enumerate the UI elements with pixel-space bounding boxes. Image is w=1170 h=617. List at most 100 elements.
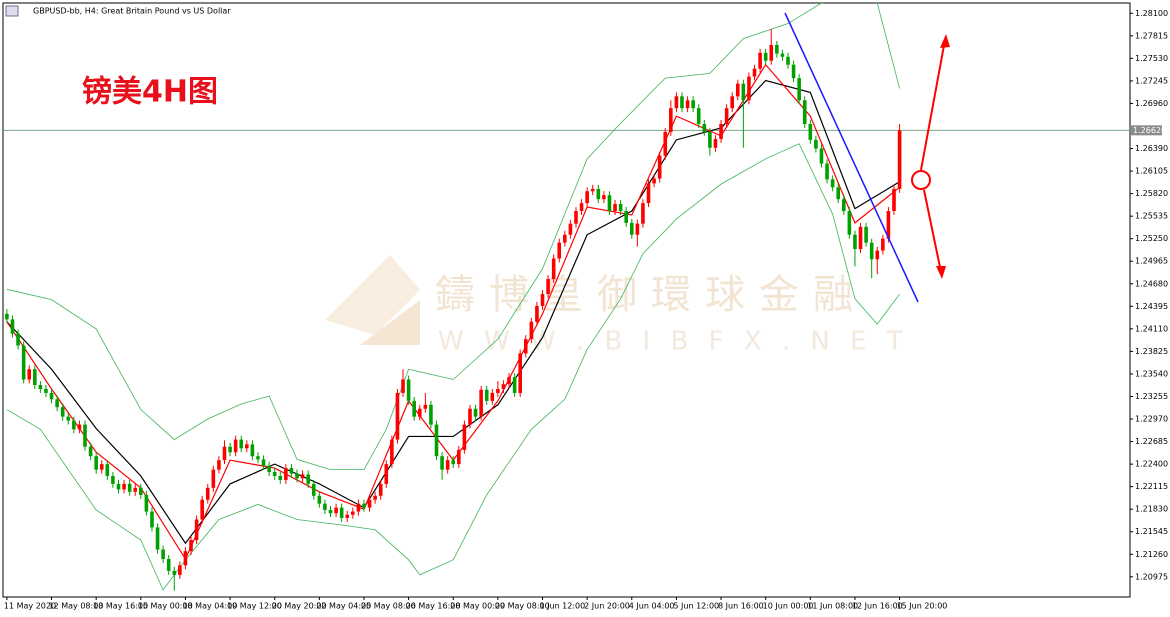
y-tick-label: 1.24395 xyxy=(1135,302,1168,311)
candle-body xyxy=(747,76,751,101)
candle-body xyxy=(641,203,645,224)
candle-body xyxy=(222,446,227,461)
candle-body xyxy=(496,388,500,393)
candle-body xyxy=(278,475,283,480)
x-tick-label: 5 Jun 12:00 xyxy=(673,602,719,611)
candle-body xyxy=(579,203,584,212)
candle-body xyxy=(791,64,796,79)
candle-body xyxy=(116,483,121,490)
candle-body xyxy=(127,483,132,492)
candle-body xyxy=(568,223,573,235)
candle-body xyxy=(211,469,216,488)
candle-body xyxy=(284,468,288,480)
candle-body xyxy=(613,203,617,212)
candle-body xyxy=(5,313,9,320)
x-tick-label: 12 Jun 16:00 xyxy=(852,602,903,611)
candle-body xyxy=(378,483,383,496)
y-tick-label: 1.24965 xyxy=(1135,257,1168,266)
y-tick-label: 1.23540 xyxy=(1135,369,1168,378)
x-tick-label: 15 May 00:00 xyxy=(138,602,193,611)
candle-body xyxy=(808,124,813,140)
candle-body xyxy=(786,56,790,65)
plot-frame xyxy=(2,2,1131,598)
x-tick-label: 4 Jun 04:00 xyxy=(629,602,675,611)
candle-body xyxy=(345,514,350,518)
y-tick-label: 1.27245 xyxy=(1135,76,1168,85)
candle-body xyxy=(250,444,255,457)
candle-body xyxy=(635,223,640,235)
y-tick-label: 1.20975 xyxy=(1135,572,1168,581)
candle-body xyxy=(445,460,450,470)
candle-body xyxy=(401,379,405,393)
candle-body xyxy=(691,100,695,109)
candle-body xyxy=(21,345,26,380)
candle-body xyxy=(150,511,154,528)
candle-body xyxy=(105,464,110,476)
candle-body xyxy=(574,211,578,224)
last-price-box xyxy=(1131,125,1162,136)
candle-body xyxy=(602,195,606,200)
candle-body xyxy=(468,408,472,425)
candle-body xyxy=(886,211,891,239)
candle-body xyxy=(362,503,366,508)
y-tick-label: 1.28100 xyxy=(1135,9,1168,18)
candle-body xyxy=(869,242,874,260)
candle-body xyxy=(323,503,327,510)
candle-body xyxy=(518,353,522,393)
candle-body xyxy=(585,191,589,204)
y-tick-label: 1.24110 xyxy=(1135,324,1168,333)
candle-body xyxy=(780,53,785,57)
y-tick-label: 1.25535 xyxy=(1135,212,1168,221)
candle-body xyxy=(629,222,634,235)
candle-body xyxy=(479,389,483,417)
arrow-down xyxy=(923,189,942,273)
candle-body xyxy=(334,507,338,514)
candle-body xyxy=(339,507,344,518)
candle-body xyxy=(295,473,299,479)
candle-body xyxy=(858,226,863,249)
y-tick-label: 1.23255 xyxy=(1135,392,1168,401)
candle-body xyxy=(72,420,76,430)
candle-body xyxy=(652,178,656,184)
candle-body xyxy=(451,460,456,465)
y-tick-label: 1.22115 xyxy=(1135,482,1168,491)
candle-body xyxy=(373,495,377,500)
candle-body xyxy=(351,511,355,515)
arrow-head xyxy=(936,266,946,279)
candle-body xyxy=(16,333,20,346)
candle-body xyxy=(189,540,193,552)
candle-body xyxy=(529,321,534,340)
candle-body xyxy=(440,456,444,470)
candle-body xyxy=(535,305,539,322)
candle-body xyxy=(44,388,48,393)
x-tick-label: 1 Jun 12:00 xyxy=(540,602,586,611)
candle-body xyxy=(122,483,126,490)
indicator-line xyxy=(6,3,900,471)
candle-body xyxy=(814,139,818,149)
candle-body xyxy=(367,499,372,508)
candle-body xyxy=(769,44,774,61)
plot-area xyxy=(3,3,1130,591)
candle-body xyxy=(741,83,746,101)
y-tick-label: 1.21260 xyxy=(1135,550,1168,559)
candle-body xyxy=(27,369,32,380)
y-tick-label: 1.27815 xyxy=(1135,31,1168,40)
candle-body xyxy=(55,399,59,408)
candle-body xyxy=(669,108,673,132)
candle-body xyxy=(166,559,171,571)
y-tick-label: 1.21545 xyxy=(1135,527,1168,536)
candle-body xyxy=(892,188,896,212)
candle-body xyxy=(457,449,461,465)
x-tick-label: 19 May 12:00 xyxy=(227,602,282,611)
x-tick-label: 18 May 04:00 xyxy=(182,602,237,611)
candle-body xyxy=(853,234,857,249)
candle-body xyxy=(256,456,260,460)
candle-body xyxy=(99,464,104,470)
candle-body xyxy=(696,108,701,125)
candle-body xyxy=(172,570,177,575)
trend-line xyxy=(784,12,919,303)
watermark-text: 鑄博皇御環球金融 xyxy=(435,272,867,318)
